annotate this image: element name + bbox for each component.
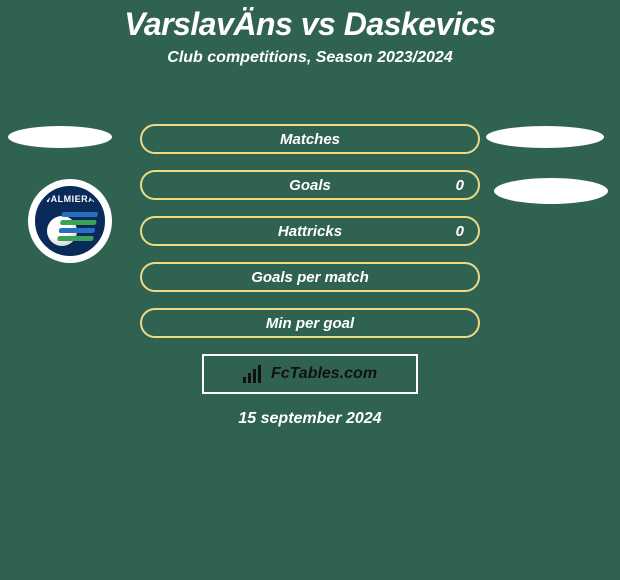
- stripe: [58, 228, 95, 233]
- right-player-oval: [486, 126, 604, 148]
- stat-value-right: 0: [456, 177, 464, 194]
- stat-label: Min per goal: [142, 315, 478, 332]
- stat-bar-min-per-goal: Min per goal: [140, 308, 480, 338]
- bar-chart-icon: [243, 365, 265, 383]
- stripe: [61, 212, 98, 217]
- left-player-oval: [8, 126, 112, 148]
- stripe: [60, 220, 97, 225]
- right-mid-oval: [494, 178, 608, 204]
- stat-bar-matches: Matches: [140, 124, 480, 154]
- stat-label: Matches: [142, 131, 478, 148]
- stat-label: Hattricks: [142, 223, 478, 240]
- club-stripes: [56, 212, 98, 248]
- stat-label: Goals per match: [142, 269, 478, 286]
- brand-text: FcTables.com: [271, 365, 377, 383]
- stat-bar-goals: Goals 0: [140, 170, 480, 200]
- stat-bar-hattricks: Hattricks 0: [140, 216, 480, 246]
- club-badge: VALMIERA: [28, 179, 112, 263]
- page-title: VarslavÄns vs Daskevics: [0, 0, 620, 43]
- stat-bar-goals-per-match: Goals per match: [140, 262, 480, 292]
- brand-box[interactable]: FcTables.com: [202, 354, 418, 394]
- stat-label: Goals: [142, 177, 478, 194]
- stat-value-right: 0: [456, 223, 464, 240]
- date-text: 15 september 2024: [0, 410, 620, 428]
- page-subtitle: Club competitions, Season 2023/2024: [0, 43, 620, 67]
- club-badge-inner: VALMIERA: [35, 186, 105, 256]
- stats-panel: Matches Goals 0 Hattricks 0 Goals per ma…: [140, 124, 480, 354]
- stripe: [57, 236, 94, 241]
- club-name-text: VALMIERA: [39, 194, 101, 204]
